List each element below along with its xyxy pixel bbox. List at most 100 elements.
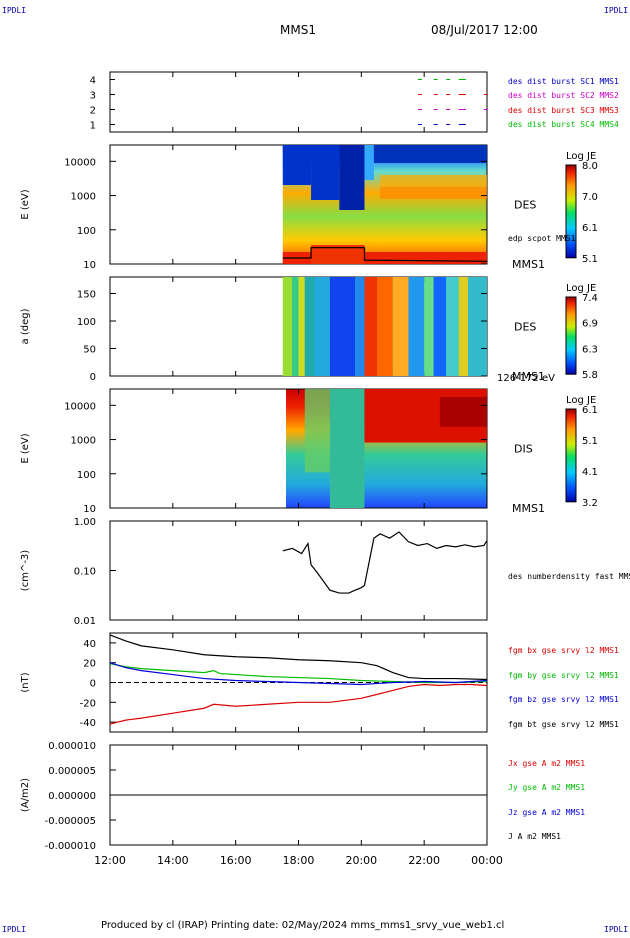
spectro-cell <box>311 145 340 200</box>
y-tick-label: 10000 <box>64 401 96 412</box>
bfield-line <box>109 663 488 684</box>
y-axis-label: (cm^-3) <box>20 550 31 591</box>
panel-frame <box>109 71 488 133</box>
panel-right-label: DES <box>514 321 536 334</box>
spectro-cell <box>304 389 330 473</box>
y-axis-label: a (deg) <box>20 308 31 344</box>
y-tick-label: 50 <box>83 345 96 356</box>
spectro-cell <box>298 277 305 376</box>
bfield-line <box>109 662 488 686</box>
colorbar-tick-label: 6.1 <box>582 405 598 416</box>
colorbar <box>565 296 577 375</box>
colorbar-tick-label: 6.1 <box>582 223 598 234</box>
corner-mark-bl: IPDLI <box>2 925 26 934</box>
y-axis-label: (nT) <box>20 672 31 692</box>
legend-entry: fgm by gse srvy l2 MMS1 <box>508 671 619 680</box>
spectro-cell <box>380 187 487 199</box>
spectro-cell <box>373 145 487 163</box>
y-tick-label: 1 <box>90 121 96 132</box>
y-tick-label: 100 <box>77 317 96 328</box>
y-tick-label: 10000 <box>64 157 96 168</box>
spectro-cell <box>392 277 409 376</box>
y-tick-label: 1.00 <box>74 517 96 528</box>
spectro-cell <box>424 277 434 376</box>
legend-entry: Jx gse A m2 MMS1 <box>508 759 585 768</box>
spectro-cell <box>292 277 299 376</box>
spectro-cell <box>458 277 469 376</box>
y-tick-label: 1000 <box>71 192 96 203</box>
legend-entry: fgm bx gse srvy l2 MMS1 <box>508 646 619 655</box>
y-tick-label: -40 <box>80 718 96 729</box>
y-tick-label: 40 <box>83 639 96 650</box>
y-tick-label: 0.01 <box>74 616 96 627</box>
y-tick-label: 0 <box>90 679 96 690</box>
spectro-cell <box>364 277 378 376</box>
colorbar-tick-label: 3.2 <box>582 498 598 509</box>
panel-right-label: DIS <box>514 443 533 456</box>
footer-text: Produced by cl (IRAP) Printing date: 02/… <box>101 920 504 931</box>
bfield-line <box>109 683 488 725</box>
colorbar-title: Log JE <box>566 151 596 162</box>
panel-density <box>109 520 488 621</box>
colorbar-title: Log JE <box>566 395 596 406</box>
colorbar-title: Log JE <box>566 283 596 294</box>
colorbar-tick-label: 6.9 <box>582 319 598 330</box>
y-tick-label: 0 <box>90 372 96 383</box>
spectro-cell <box>339 145 365 210</box>
colorbar <box>565 408 577 503</box>
bfield-line <box>109 634 488 681</box>
scpot-line <box>282 247 488 262</box>
y-tick-label: 2 <box>90 106 96 117</box>
x-tick-label: 20:00 <box>345 854 377 867</box>
spectro-cell <box>282 277 293 376</box>
y-tick-label: 0.10 <box>74 567 96 578</box>
colorbar-tick-label: 4.1 <box>582 467 598 478</box>
spectro-cell <box>439 397 487 427</box>
legend-entry: fgm bt gse srvy l2 MMS1 <box>508 720 619 729</box>
y-tick-label: 3 <box>90 91 96 102</box>
corner-mark-tr: IPDLI <box>604 6 628 15</box>
spectro-cell <box>329 389 365 508</box>
panel-frame <box>109 520 488 621</box>
panel-right-label: MMS1 <box>512 258 545 271</box>
x-tick-label: 22:00 <box>408 854 440 867</box>
spectro-cell <box>311 245 365 264</box>
overlay-label: edp scpot MMS1 <box>508 234 576 243</box>
legend-entry: des dist burst SC1 MMS1 <box>508 77 619 86</box>
legend-entry: fgm bz gse srvy l2 MMS1 <box>508 695 619 704</box>
y-tick-label: 150 <box>77 290 96 301</box>
spectro-cell <box>314 277 330 376</box>
y-axis-label: (A/m2) <box>20 778 31 812</box>
y-tick-label: 10 <box>83 504 96 515</box>
y-tick-label: 4 <box>90 76 96 87</box>
legend-entry: des dist burst SC3 MMS3 <box>508 106 619 115</box>
panel-right-label: DES <box>514 199 536 212</box>
y-tick-label: 0.000000 <box>48 791 96 802</box>
y-tick-label: 0.000005 <box>48 766 96 777</box>
y-tick-label: -0.000005 <box>45 816 96 827</box>
spectro-cell <box>329 277 356 376</box>
corner-mark-br: IPDLI <box>604 925 628 934</box>
y-tick-label: 100 <box>77 470 96 481</box>
spectro-cell <box>408 277 425 376</box>
spectro-cell <box>304 277 315 376</box>
chart-marks: 12:00 14:00 16:00 18:00 20:00 22:00 00:00 1 2 3 4 d… <box>20 72 630 867</box>
y-tick-label: 1000 <box>71 436 96 447</box>
panel-right-label: 126-172 eV <box>497 373 555 384</box>
legend-entry: Jz gse A m2 MMS1 <box>508 808 585 817</box>
legend-entry: des dist burst SC4 MMS4 <box>508 120 619 129</box>
spectro-cell <box>468 277 487 376</box>
x-tick-label: 00:00 <box>471 854 503 867</box>
y-tick-label: 10 <box>83 260 96 271</box>
legend-entry: des dist burst SC2 MMS2 <box>508 91 619 100</box>
spectro-cell <box>355 277 365 376</box>
spectro-cell <box>377 277 393 376</box>
y-tick-label: -0.000010 <box>45 841 96 852</box>
colorbar-tick-label: 5.1 <box>582 436 598 447</box>
colorbar <box>565 164 577 259</box>
y-tick-label: 20 <box>83 659 96 670</box>
colorbar-tick-label: 8.0 <box>582 161 598 172</box>
y-axis-label: E (eV) <box>20 433 31 463</box>
